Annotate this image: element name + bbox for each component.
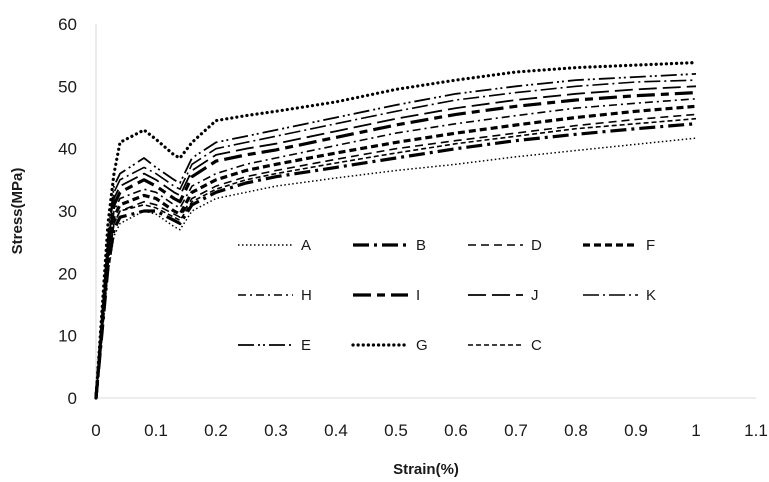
legend-label: G [416,337,428,354]
y-axis: 0 10 20 30 40 50 60 [58,15,97,408]
legend-entry-c: C [468,337,542,354]
series-line-b [94,122,697,399]
x-tick-label: 0 [91,421,100,440]
legend-entry-k: K [583,287,656,304]
series-line-j [95,85,697,399]
x-tick-label: 0.4 [324,421,348,440]
y-tick-label: 30 [58,202,77,221]
legend-entry-i: I [353,287,420,304]
x-tick-label: 0.9 [624,421,648,440]
x-tick-label: 0.2 [204,421,228,440]
legend-label: H [301,287,312,304]
x-tick-label: 0.8 [564,421,588,440]
x-tick-label: 0.3 [264,421,288,440]
series-line-f [94,104,697,399]
x-tick-labels: 0 0.1 0.2 0.3 0.4 0.5 0.6 0.7 0.8 0.9 1 1.1 [91,421,768,440]
series-line-h [95,98,697,399]
x-axis: 0 0.1 0.2 0.3 0.4 0.5 0.6 0.7 0.8 0.9 1 1.1 [91,397,768,440]
x-tick-label: 0.5 [384,421,408,440]
legend-label: B [416,237,426,254]
series-line-e [95,73,697,399]
y-axis-title: Stress(MPa) [9,168,26,255]
legend-label: A [301,237,311,254]
series-line-g [94,60,698,400]
legend-entry-j: J [468,287,539,304]
x-axis-title: Strain(%) [393,461,459,478]
legend: A B D F H I J K E G C [238,237,656,354]
legend-entry-a: A [238,237,311,254]
y-tick-label: 50 [58,77,77,96]
legend-entry-h: H [238,287,312,304]
x-tick-label: 0.7 [504,421,528,440]
legend-entry-g: G [351,337,428,354]
y-tick-label: 40 [58,140,77,159]
series-line-d [95,113,697,399]
legend-label: J [531,287,539,304]
legend-label: I [416,287,420,304]
y-tick-label: 10 [58,327,77,346]
series-line-c [95,117,697,399]
legend-label: F [646,237,655,254]
y-tick-label: 0 [68,389,77,408]
legend-entry-b: B [353,237,426,254]
legend-label: D [531,237,542,254]
x-tick-label: 1.1 [744,421,768,440]
y-tick-label: 20 [58,264,77,283]
series-lines [94,60,698,400]
series-line-k [95,79,697,399]
x-tick-label: 0.1 [144,421,168,440]
legend-label: K [646,287,656,304]
legend-label: E [301,337,311,354]
legend-entry-f: F [583,237,655,254]
legend-entry-d: D [468,237,542,254]
legend-label: C [531,337,542,354]
series-line-i [94,91,697,399]
x-tick-label: 1 [691,421,700,440]
y-tick-label: 60 [58,15,77,34]
x-tick-label: 0.6 [444,421,468,440]
series-line-a [95,137,697,399]
legend-entry-e: E [238,337,311,354]
y-tick-labels: 0 10 20 30 40 50 60 [58,15,77,408]
